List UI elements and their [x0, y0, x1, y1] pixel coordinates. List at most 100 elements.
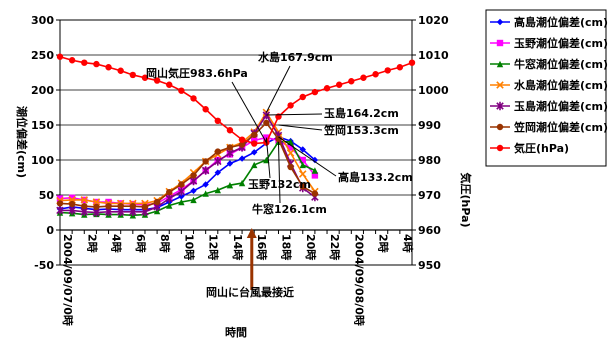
data-point — [238, 179, 246, 187]
x-axis-label: 時間 — [225, 325, 247, 339]
data-point — [263, 119, 270, 127]
data-point — [214, 148, 221, 155]
data-point — [80, 196, 89, 204]
data-point — [68, 206, 76, 215]
x-tick-label: 2時 — [85, 234, 99, 253]
legend-box — [485, 9, 607, 167]
legend-label: 笠岡潮位偏差(cm) — [513, 120, 608, 134]
data-point — [202, 190, 209, 197]
legend-item: 玉野潮位偏差(cm) — [490, 36, 608, 50]
y-tick-label: 250 — [31, 49, 54, 62]
x-tick-label: 18時 — [279, 234, 293, 260]
data-point — [166, 81, 173, 88]
data-point — [178, 193, 185, 200]
data-point — [226, 182, 234, 189]
data-point — [93, 203, 100, 211]
x-tick-label: 20時 — [304, 234, 318, 260]
data-point — [81, 59, 88, 66]
data-point — [226, 127, 234, 134]
data-point — [141, 74, 149, 81]
annotation-leader — [278, 136, 337, 177]
data-point — [214, 157, 222, 166]
data-point — [287, 138, 294, 145]
data-point — [408, 59, 416, 66]
annotation-label: 水島167.9cm — [258, 50, 333, 64]
x-tick-label: 14時 — [231, 234, 245, 260]
series-line — [59, 110, 316, 205]
data-point — [105, 198, 112, 206]
data-point — [238, 136, 246, 143]
y-axis-right-label: 気圧(hPa) — [459, 172, 473, 227]
data-point — [263, 134, 270, 141]
data-point — [214, 186, 221, 194]
data-point — [166, 202, 173, 209]
legend-swatch-marker — [496, 18, 504, 26]
data-point — [299, 161, 306, 169]
data-point — [190, 95, 197, 102]
data-point — [286, 149, 295, 157]
y-tick-label: 300 — [31, 14, 54, 27]
data-point — [287, 144, 294, 151]
legend-label: 水島潮位偏差(cm) — [514, 78, 608, 92]
data-point — [81, 203, 88, 210]
data-point — [298, 170, 307, 178]
series-line — [59, 136, 316, 211]
data-point — [263, 156, 270, 164]
data-point — [178, 87, 185, 94]
annotation-label: 岡山気圧983.6hPa — [146, 66, 248, 80]
data-point — [92, 198, 101, 206]
data-point — [202, 106, 209, 113]
legend: 高島潮位偏差(cm) 玉野潮位偏差(cm) 牛窓潮位偏差(cm) 水島潮位偏差(cm)… — [485, 9, 608, 167]
data-point — [190, 187, 197, 194]
legend-item: 玉島潮位偏差(cm) — [490, 99, 608, 113]
data-point — [348, 78, 355, 85]
data-point — [56, 53, 64, 60]
data-point — [56, 195, 64, 202]
data-point — [396, 64, 404, 71]
data-point — [251, 140, 258, 147]
data-point — [105, 64, 112, 71]
data-point — [299, 146, 306, 153]
annotation-layer: 岡山気圧983.6hPa 水島167.9cm 玉島164.2cm 笠岡153.3cm 高… — [146, 50, 413, 299]
data-point — [202, 181, 209, 188]
y-axis-left-label: 潮位偏差(cm) — [15, 106, 29, 178]
data-point — [299, 183, 306, 190]
gridlines — [60, 19, 412, 266]
data-point — [311, 172, 319, 179]
x-tick-label: 22時 — [328, 234, 342, 260]
data-point — [68, 57, 76, 64]
y2-tick-label: 970 — [418, 189, 441, 202]
x-tick-label: 16時 — [255, 234, 269, 260]
data-point — [153, 77, 161, 84]
legend-item: 高島潮位偏差(cm) — [490, 15, 608, 29]
data-point — [68, 194, 76, 201]
legend-item: 水島潮位偏差(cm) — [490, 78, 608, 92]
series-6 — [56, 53, 416, 147]
typhoon-arrowhead — [246, 228, 257, 238]
annotation-leader — [277, 141, 281, 204]
legend-label: 玉野潮位偏差(cm) — [514, 36, 608, 50]
x-tick-label: 6時 — [134, 234, 148, 253]
legend-swatch-marker — [496, 60, 504, 68]
y2-tick-label: 1020 — [418, 14, 449, 27]
data-point — [299, 156, 306, 164]
legend-swatch-marker — [496, 123, 504, 131]
legend-swatch-marker — [496, 81, 504, 89]
y-tick-label: -50 — [34, 259, 54, 272]
data-point — [141, 203, 149, 211]
data-point — [117, 67, 124, 74]
y2-tick-label: 950 — [418, 259, 441, 272]
legend-swatch-marker — [496, 39, 504, 47]
plot-frame — [59, 19, 413, 266]
data-point — [372, 71, 379, 78]
annotation-label: 高島133.2cm — [338, 170, 413, 184]
legend-label: 高島潮位偏差(cm) — [514, 15, 608, 29]
y-axis-left-ticks: 300 250 200 150 100 50 0 -50 — [31, 14, 60, 272]
y-tick-label: 100 — [31, 154, 54, 167]
data-point — [251, 161, 258, 169]
y2-tick-label: 960 — [418, 224, 441, 237]
data-point — [129, 71, 137, 79]
data-point — [299, 93, 306, 101]
data-point — [226, 144, 234, 151]
y2-tick-label: 980 — [418, 154, 441, 167]
